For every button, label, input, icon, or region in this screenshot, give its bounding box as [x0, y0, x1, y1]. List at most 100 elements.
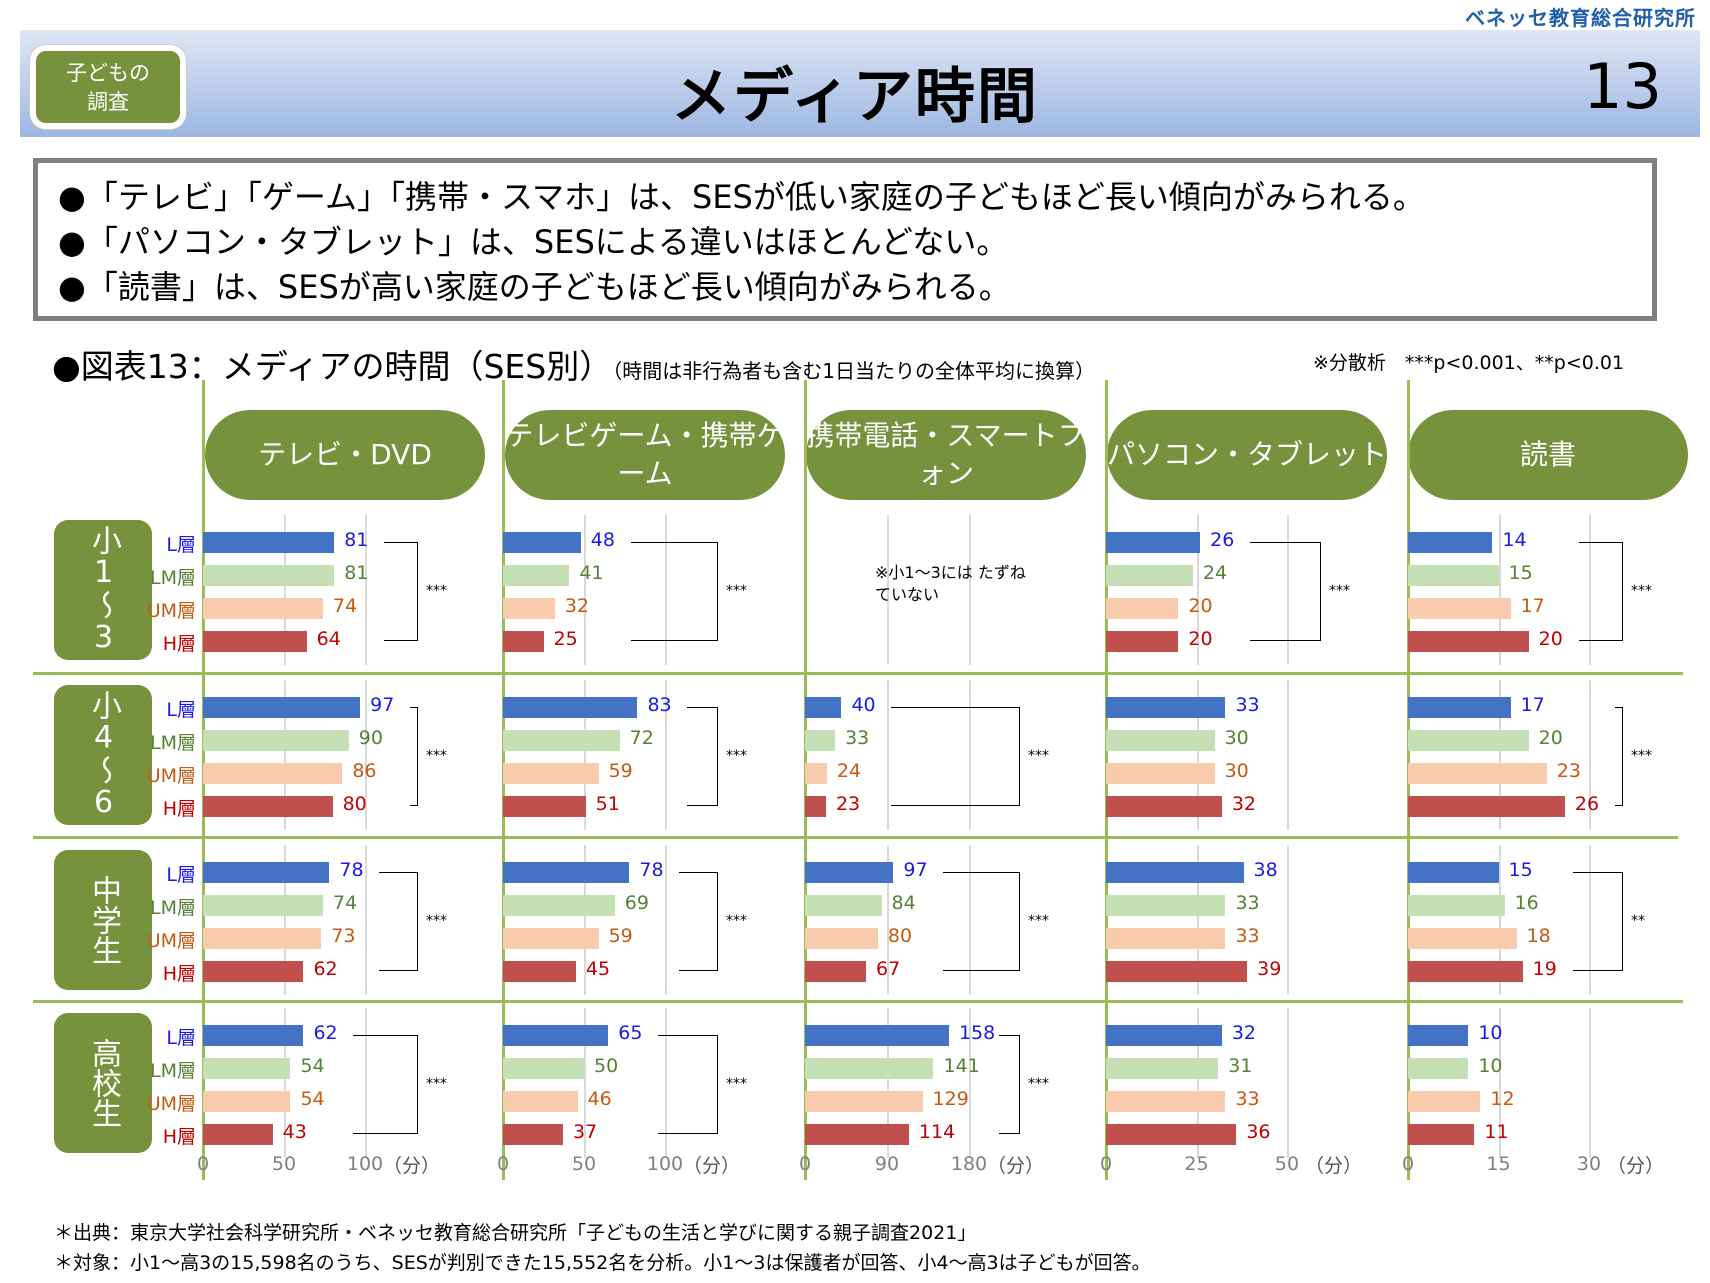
- gridline: [1498, 845, 1501, 995]
- significance-bracket: [1578, 542, 1623, 641]
- level-label: H層: [162, 963, 196, 985]
- bar-l: [503, 697, 638, 718]
- value-label: 62: [313, 958, 338, 980]
- level-label: LM層: [150, 732, 196, 754]
- survey-badge: 子どもの 調査: [30, 45, 186, 129]
- significance-stars: **: [1631, 912, 1645, 929]
- value-label: 97: [370, 694, 395, 716]
- group-label: 中学生: [54, 850, 152, 990]
- value-label: 69: [624, 892, 649, 914]
- significance-stars: ***: [726, 747, 747, 764]
- value-label: 10: [1478, 1022, 1503, 1044]
- gridline: [665, 845, 667, 995]
- bar-l: [1106, 697, 1226, 718]
- bar-h: [203, 1124, 273, 1145]
- bar-l: [805, 697, 842, 718]
- value-label: 17: [1520, 694, 1545, 716]
- value-label: 36: [1246, 1121, 1271, 1143]
- significance-stars: ***: [726, 1075, 747, 1092]
- value-label: 20: [1538, 628, 1563, 650]
- value-label: 83: [647, 694, 672, 716]
- gridline: [1498, 1008, 1501, 1158]
- level-label: UM層: [146, 600, 196, 622]
- axis-tick-label: 0: [1401, 1153, 1415, 1175]
- bar-l: [1106, 862, 1244, 883]
- bar-l: [503, 532, 581, 553]
- value-label: 73: [331, 925, 356, 947]
- bar-h: [1408, 631, 1529, 652]
- value-label: 20: [1538, 727, 1563, 749]
- bar-um: [1408, 1091, 1481, 1112]
- significance-stars: ***: [726, 582, 747, 599]
- axis-tick-label: 0: [798, 1153, 812, 1175]
- bar-l: [203, 697, 361, 718]
- value-label: 33: [1235, 1088, 1260, 1110]
- bar-um: [805, 928, 878, 949]
- gridline: [1287, 1008, 1289, 1158]
- bar-lm: [805, 895, 882, 916]
- bar-l: [1408, 532, 1493, 553]
- bar-lm: [503, 895, 615, 916]
- value-label: 20: [1188, 628, 1213, 650]
- value-label: 12: [1490, 1088, 1515, 1110]
- bar-h: [1408, 961, 1523, 982]
- significance-stars: ***: [726, 912, 747, 929]
- significance-stars: ***: [1631, 747, 1652, 764]
- axis-tick-label: 0: [1099, 1153, 1113, 1175]
- level-label: L層: [166, 699, 196, 721]
- value-label: 54: [300, 1055, 325, 1077]
- not-asked-annotation: ※小1～3には たずねていない: [875, 563, 1026, 604]
- gridline: [1498, 680, 1501, 830]
- level-label: L層: [166, 864, 196, 886]
- value-label: 15: [1508, 562, 1533, 584]
- significance-stars: ***: [426, 747, 447, 764]
- significance-bracket: [630, 542, 718, 641]
- significance-stars: ***: [426, 582, 447, 599]
- value-label: 33: [1235, 694, 1260, 716]
- significance-bracket: [891, 707, 1020, 806]
- gridline: [284, 680, 286, 830]
- value-label: 80: [887, 925, 913, 947]
- level-label: UM層: [146, 765, 196, 787]
- bar-lm: [203, 895, 323, 916]
- level-label: LM層: [150, 897, 196, 919]
- significance-stars: ***: [1028, 1075, 1049, 1092]
- significance-note: ※分散析 ***p<0.001、**p<0.01: [1313, 352, 1625, 374]
- significance-stars: ***: [1028, 912, 1049, 929]
- gridline: [1498, 515, 1501, 665]
- value-label: 46: [587, 1088, 612, 1110]
- value-label: 33: [845, 727, 870, 749]
- bar-h: [1408, 796, 1565, 817]
- level-label: H層: [162, 633, 196, 655]
- bar-l: [1408, 862, 1499, 883]
- gridline: [1287, 845, 1289, 995]
- value-label: 74: [332, 595, 358, 617]
- bar-l: [1408, 697, 1511, 718]
- value-label: 72: [629, 727, 654, 749]
- gridline: [969, 845, 971, 995]
- bar-l: [1106, 1025, 1222, 1046]
- gridline: [284, 1008, 286, 1158]
- gridline: [887, 845, 889, 995]
- bar-h: [203, 796, 333, 817]
- value-label: 59: [608, 925, 633, 947]
- gridline: [365, 515, 367, 665]
- bar-h: [1106, 961, 1248, 982]
- value-label: 80: [342, 793, 367, 815]
- bar-lm: [805, 730, 836, 751]
- gridline: [1589, 680, 1591, 830]
- significance-bracket: [1614, 707, 1623, 806]
- level-label: L層: [166, 534, 196, 556]
- level-label: UM層: [146, 1093, 196, 1115]
- value-label: 18: [1526, 925, 1551, 947]
- bar-um: [503, 928, 599, 949]
- value-label: 81: [344, 562, 369, 584]
- gridline: [365, 1008, 367, 1158]
- bar-l: [1106, 532, 1201, 553]
- gridline: [969, 680, 971, 830]
- gridline: [887, 1008, 889, 1158]
- value-label: 33: [1235, 892, 1260, 914]
- bar-lm: [1408, 730, 1529, 751]
- gridline: [665, 515, 667, 665]
- significance-stars: ***: [426, 912, 447, 929]
